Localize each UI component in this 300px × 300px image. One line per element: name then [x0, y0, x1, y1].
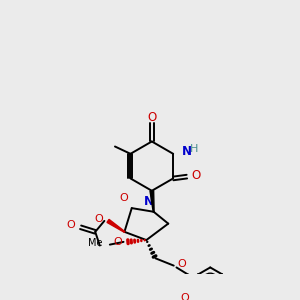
Text: O: O — [113, 237, 122, 247]
Text: O: O — [95, 214, 103, 224]
Text: Me: Me — [88, 238, 103, 248]
Text: N: N — [144, 195, 154, 208]
Text: O: O — [66, 220, 75, 230]
Polygon shape — [150, 190, 154, 212]
Polygon shape — [107, 219, 125, 232]
Text: O: O — [147, 111, 157, 124]
Text: O: O — [119, 193, 128, 202]
Text: O: O — [177, 259, 186, 269]
Text: O: O — [180, 293, 189, 300]
Text: N: N — [182, 145, 192, 158]
Text: O: O — [191, 169, 201, 182]
Text: H: H — [190, 144, 198, 154]
